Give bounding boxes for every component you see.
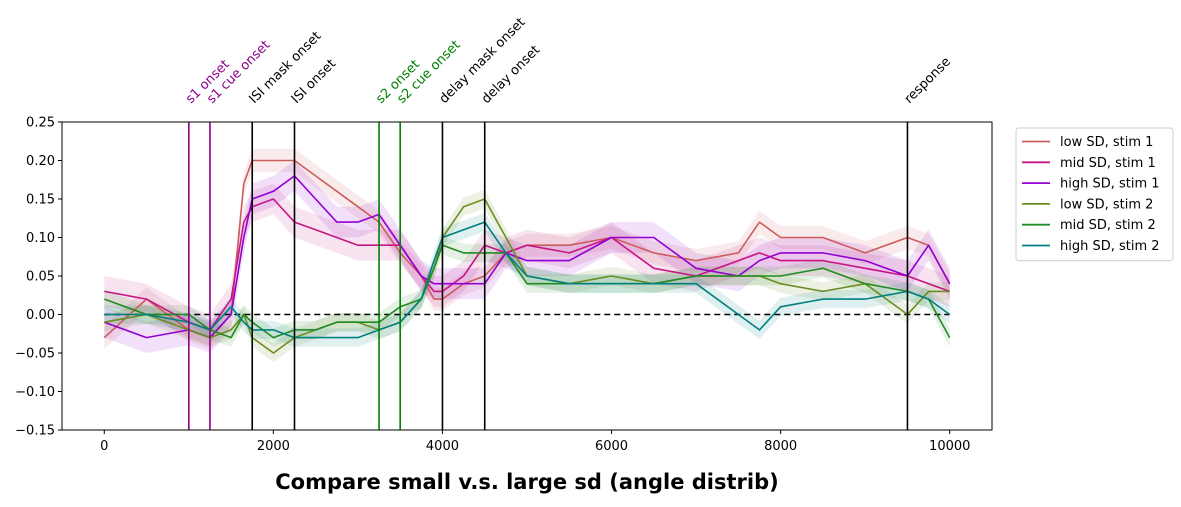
legend-label-2: mid SD, stim 1 xyxy=(1060,156,1156,171)
y-tick-label-6: 0.15 xyxy=(26,193,55,208)
legend-label-3: high SD, stim 1 xyxy=(1060,177,1160,192)
event-label-3: ISI mask onset xyxy=(246,29,324,107)
legend-box xyxy=(1015,127,1174,262)
legend-label-1: low SD, stim 1 xyxy=(1060,135,1153,150)
y-tick-label-8: 0.25 xyxy=(26,116,55,131)
y-tick-label-0: −0.15 xyxy=(15,424,55,439)
event-label-9: response xyxy=(902,54,954,106)
y-tick-label-1: −0.10 xyxy=(15,385,55,400)
legend: low SD, stim 1 mid SD, stim 1 high SD, sti… xyxy=(1015,127,1174,262)
band-series-2 xyxy=(104,183,950,346)
band-series-1 xyxy=(104,148,950,350)
band-series-5 xyxy=(104,236,950,347)
x-tick-label-4: 8000 xyxy=(764,439,797,454)
y-tick-label-3: 0.00 xyxy=(26,308,55,323)
y-tick-label-7: 0.20 xyxy=(26,154,55,169)
x-tick-label-0: 0 xyxy=(100,439,108,454)
band-series-3 xyxy=(104,160,950,353)
x-axis: 0 2000 4000 6000 8000 10000 xyxy=(100,430,970,454)
x-tick-label-3: 6000 xyxy=(595,439,628,454)
x-tick-label-2: 4000 xyxy=(426,439,459,454)
band-series-6 xyxy=(104,212,950,347)
chart-title: Compare small v.s. large sd (angle distr… xyxy=(275,470,779,494)
y-tick-label-5: 0.10 xyxy=(26,231,55,246)
legend-label-6: high SD, stim 2 xyxy=(1060,239,1160,254)
x-tick-label-1: 2000 xyxy=(257,439,290,454)
y-axis: −0.15 −0.10 −0.05 0.00 0.05 0.10 0.15 0.20 0.25 xyxy=(15,116,62,439)
legend-label-5: mid SD, stim 2 xyxy=(1060,218,1156,233)
y-tick-label-4: 0.05 xyxy=(26,270,55,285)
legend-label-4: low SD, stim 2 xyxy=(1060,197,1153,212)
y-tick-label-2: −0.05 xyxy=(15,347,55,362)
x-tick-label-5: 10000 xyxy=(929,439,970,454)
